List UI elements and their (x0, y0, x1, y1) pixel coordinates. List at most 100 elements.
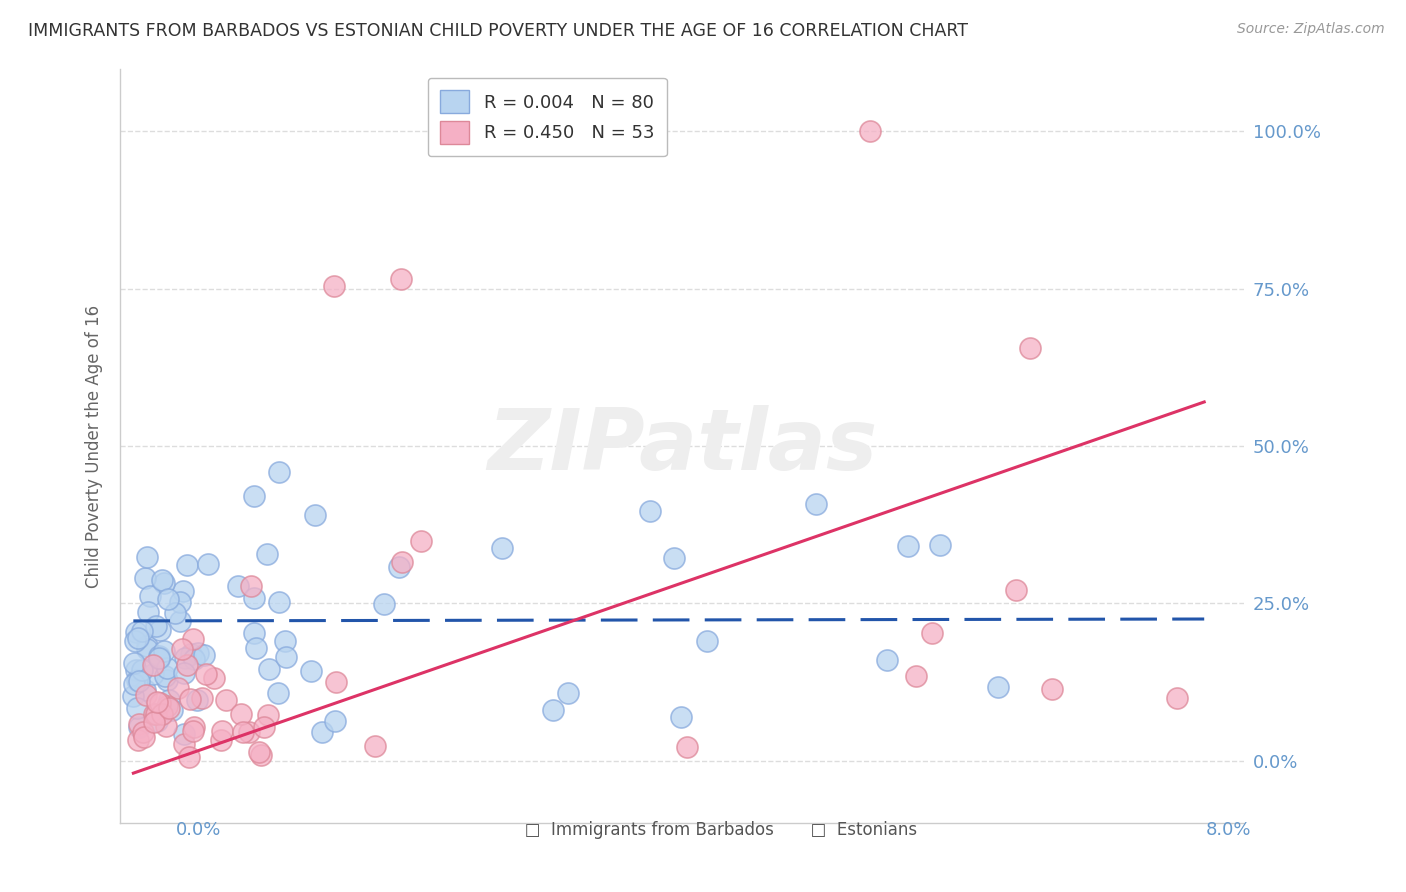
Point (389, 272, 412, 286)
Point (1166, 690, 1188, 705)
Point (176, 558, 198, 572)
Point (125, 663, 148, 677)
Point (243, 626, 266, 640)
Point (929, 538, 952, 552)
Point (157, 592, 180, 607)
Point (153, 669, 176, 683)
Point (157, 701, 180, 715)
Point (256, 707, 278, 722)
Point (1005, 582, 1028, 597)
Point (904, 669, 927, 683)
Text: □  Immigrants from Barbados       □  Estonians: □ Immigrants from Barbados □ Estonians (488, 821, 918, 838)
Point (131, 664, 153, 678)
Point (274, 634, 297, 648)
Point (125, 701, 148, 715)
Point (167, 681, 190, 695)
Point (240, 579, 263, 593)
Point (299, 664, 322, 678)
Point (662, 551, 685, 566)
Point (696, 634, 718, 648)
Point (148, 651, 170, 665)
Point (174, 651, 197, 665)
Point (160, 702, 183, 716)
Point (145, 707, 167, 722)
Point (176, 658, 198, 673)
Point (139, 589, 162, 603)
Point (149, 623, 172, 637)
Point (238, 725, 260, 739)
Point (640, 503, 662, 517)
Point (173, 727, 195, 741)
Point (134, 571, 156, 585)
Point (209, 733, 232, 747)
Point (876, 653, 898, 667)
Point (229, 707, 252, 722)
Point (491, 541, 513, 555)
Point (143, 714, 166, 729)
Point (136, 642, 159, 657)
Point (669, 710, 692, 724)
Point (179, 692, 201, 706)
Point (921, 625, 943, 640)
Point (804, 497, 827, 511)
Text: Source: ZipAtlas.com: Source: ZipAtlas.com (1237, 22, 1385, 37)
Point (142, 657, 165, 672)
Y-axis label: Child Poverty Under the Age of 16: Child Poverty Under the Age of 16 (86, 304, 103, 588)
Text: 8.0%: 8.0% (1206, 821, 1251, 838)
Point (256, 547, 278, 561)
Point (172, 583, 194, 598)
Point (274, 650, 297, 665)
Point (325, 675, 347, 690)
Point (897, 539, 920, 553)
Point (146, 695, 169, 709)
Point (150, 574, 173, 588)
Point (373, 597, 395, 611)
Point (304, 508, 326, 522)
Point (169, 614, 191, 628)
Point (391, 555, 413, 569)
Point (195, 666, 218, 681)
Point (267, 465, 290, 479)
Point (148, 650, 170, 665)
Point (135, 550, 157, 565)
Point (135, 640, 157, 654)
Point (142, 667, 165, 681)
Point (152, 576, 174, 591)
Point (242, 591, 264, 606)
Point (145, 714, 167, 728)
Point (193, 648, 215, 662)
Point (142, 707, 165, 722)
Text: IMMIGRANTS FROM BARBADOS VS ESTONIAN CHILD POVERTY UNDER THE AGE OF 16 CORRELATI: IMMIGRANTS FROM BARBADOS VS ESTONIAN CHI… (28, 22, 969, 40)
Point (124, 625, 146, 640)
Point (183, 652, 205, 666)
Point (183, 720, 205, 734)
Point (323, 714, 346, 728)
Point (156, 661, 179, 675)
Point (211, 723, 233, 738)
Point (134, 730, 156, 744)
Point (363, 739, 385, 753)
Point (409, 533, 432, 548)
Point (136, 605, 159, 619)
Point (197, 557, 219, 571)
Point (180, 647, 202, 661)
Point (128, 720, 150, 734)
Point (247, 745, 270, 759)
Point (181, 632, 204, 647)
Text: 0.0%: 0.0% (176, 821, 221, 838)
Point (134, 682, 156, 697)
Point (311, 725, 333, 739)
Point (173, 665, 195, 680)
Point (253, 720, 276, 734)
Point (1040, 682, 1063, 697)
Point (173, 737, 195, 751)
Point (122, 677, 145, 691)
Point (163, 606, 186, 620)
Point (557, 686, 579, 700)
Point (190, 691, 212, 706)
Point (232, 725, 254, 739)
Point (125, 673, 148, 687)
Point (181, 723, 204, 738)
Point (858, 124, 880, 138)
Point (156, 699, 179, 714)
